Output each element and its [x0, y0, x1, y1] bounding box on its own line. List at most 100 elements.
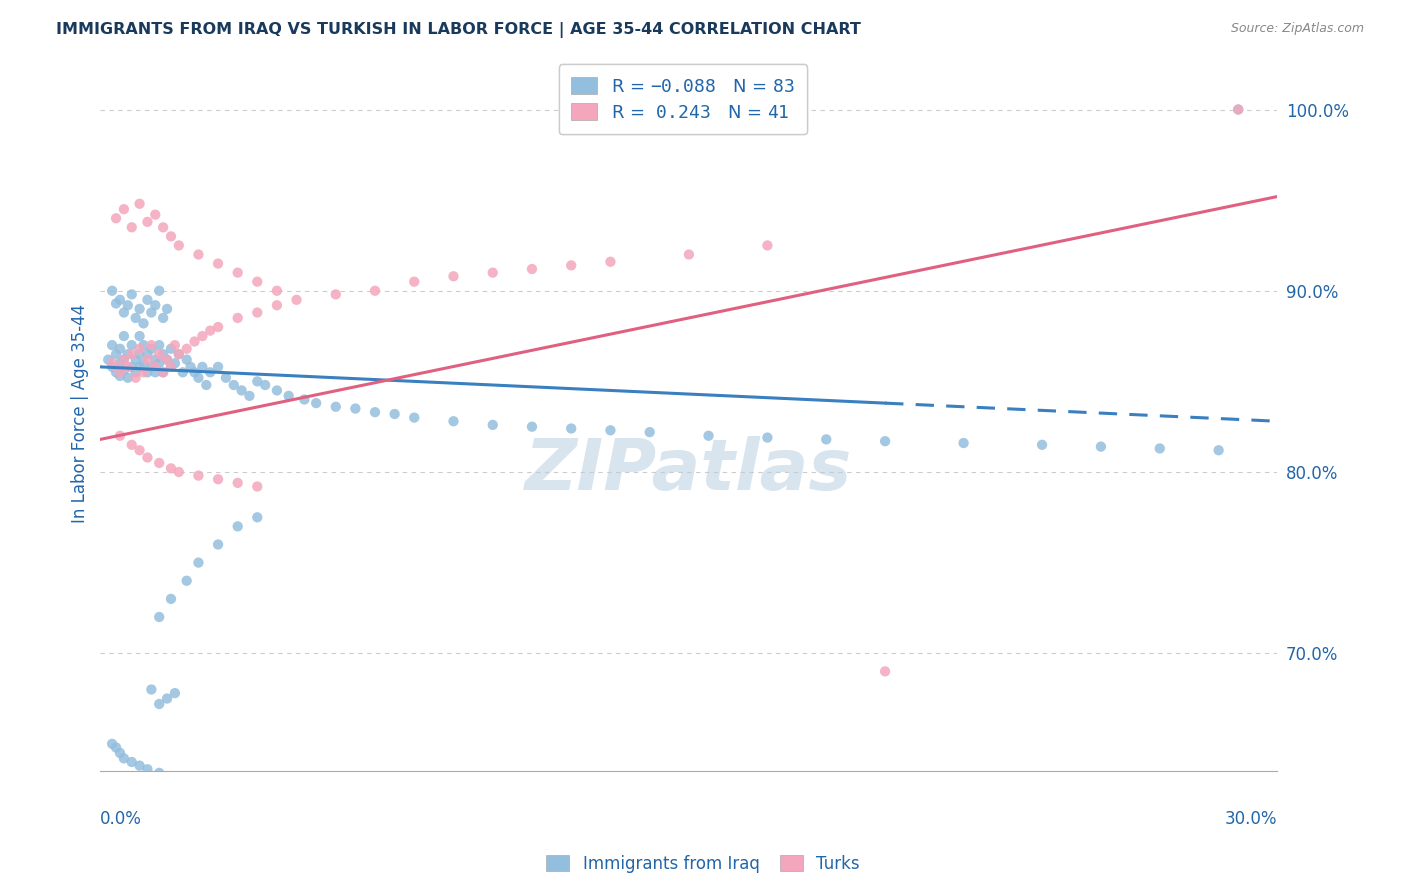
Point	[152, 220, 174, 235]
Point	[364, 405, 387, 419]
Point	[143, 298, 166, 312]
Point	[148, 765, 170, 780]
Point	[875, 665, 897, 679]
Point	[756, 238, 779, 252]
Point	[481, 417, 503, 432]
Point	[246, 275, 269, 289]
Point	[1227, 103, 1250, 117]
Point	[124, 352, 146, 367]
Point	[176, 342, 198, 356]
Point	[128, 196, 150, 211]
Point	[105, 211, 128, 226]
Point	[160, 770, 183, 784]
Point	[124, 365, 146, 379]
Point	[108, 342, 131, 356]
Point	[599, 254, 621, 268]
Point	[187, 247, 209, 261]
Point	[156, 691, 179, 706]
Point	[121, 359, 143, 374]
Point	[215, 370, 238, 384]
Point	[148, 456, 170, 470]
Point	[404, 275, 426, 289]
Point	[148, 610, 170, 624]
Point	[141, 682, 163, 697]
Point	[160, 359, 183, 374]
Point	[191, 329, 214, 343]
Point	[108, 746, 131, 760]
Point	[226, 310, 249, 325]
Point	[101, 356, 124, 370]
Point	[207, 359, 229, 374]
Point	[156, 352, 179, 367]
Point	[101, 737, 124, 751]
Point	[128, 347, 150, 361]
Point	[108, 365, 131, 379]
Point	[148, 284, 170, 298]
Point	[163, 338, 186, 352]
Point	[136, 347, 159, 361]
Point	[108, 356, 131, 370]
Point	[143, 208, 166, 222]
Point	[136, 365, 159, 379]
Point	[148, 347, 170, 361]
Point	[136, 215, 159, 229]
Point	[187, 370, 209, 384]
Point	[108, 293, 131, 307]
Point	[121, 220, 143, 235]
Point	[132, 356, 155, 370]
Point	[128, 301, 150, 316]
Point	[101, 284, 124, 298]
Point	[756, 431, 779, 445]
Point	[97, 352, 120, 367]
Point	[222, 378, 245, 392]
Point	[183, 334, 205, 349]
Point	[167, 238, 190, 252]
Point	[132, 338, 155, 352]
Point	[160, 461, 183, 475]
Point	[404, 410, 426, 425]
Point	[325, 400, 347, 414]
Point	[117, 347, 139, 361]
Point	[148, 697, 170, 711]
Point	[124, 370, 146, 384]
Point	[112, 352, 135, 367]
Point	[136, 450, 159, 465]
Point	[121, 755, 143, 769]
Point	[121, 347, 143, 361]
Point	[128, 329, 150, 343]
Point	[121, 287, 143, 301]
Point	[143, 365, 166, 379]
Point	[141, 338, 163, 352]
Point	[136, 293, 159, 307]
Text: ZIPatlas: ZIPatlas	[526, 436, 852, 505]
Point	[163, 356, 186, 370]
Point	[226, 519, 249, 533]
Point	[520, 262, 543, 277]
Point	[207, 256, 229, 270]
Point	[246, 479, 269, 493]
Point	[141, 305, 163, 319]
Point	[207, 472, 229, 486]
Point	[1208, 443, 1230, 458]
Point	[152, 347, 174, 361]
Point	[191, 359, 214, 374]
Point	[108, 429, 131, 443]
Point	[678, 247, 700, 261]
Point	[187, 556, 209, 570]
Point	[105, 347, 128, 361]
Point	[152, 365, 174, 379]
Point	[172, 365, 194, 379]
Point	[697, 429, 720, 443]
Point	[443, 414, 465, 428]
Point	[176, 574, 198, 588]
Point	[195, 378, 218, 392]
Point	[481, 266, 503, 280]
Point	[105, 296, 128, 310]
Point	[266, 298, 288, 312]
Point	[246, 375, 269, 389]
Point	[167, 465, 190, 479]
Point	[148, 356, 170, 370]
Point	[167, 347, 190, 361]
Point	[143, 359, 166, 374]
Point	[152, 310, 174, 325]
